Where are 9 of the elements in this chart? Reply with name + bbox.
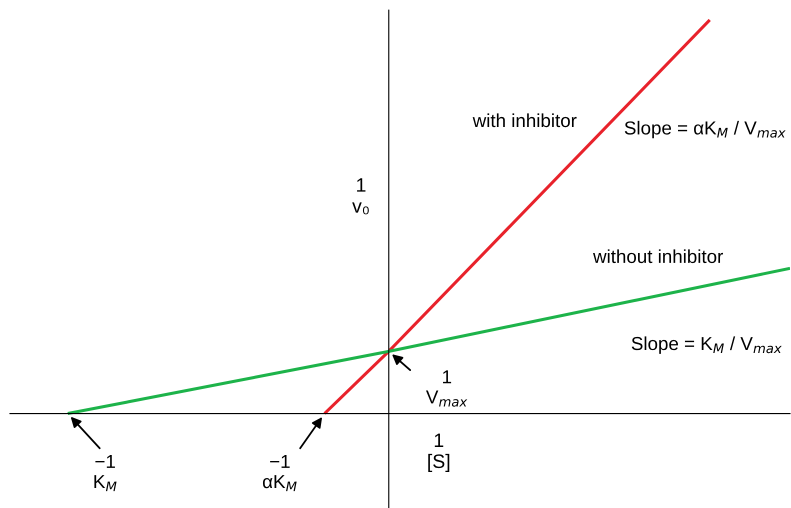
annotation: with inhibitor bbox=[472, 113, 577, 128]
annotation: 1 V$_{max}$ bbox=[426, 370, 468, 407]
text: −1 αK$_{M}$ bbox=[262, 455, 297, 492]
annotation: Slope = αK$_{M}$ / V$_{max}$ bbox=[624, 120, 786, 138]
text: −1 K$_{M}$ bbox=[94, 455, 117, 492]
y-axis-title: 1 v₀ bbox=[352, 178, 369, 214]
x-axis-title: 1 [S] bbox=[428, 434, 450, 472]
annotation: Slope = K$_{M}$ / V$_{max}$ bbox=[632, 336, 782, 354]
annotation: without inhibitor bbox=[593, 249, 724, 264]
